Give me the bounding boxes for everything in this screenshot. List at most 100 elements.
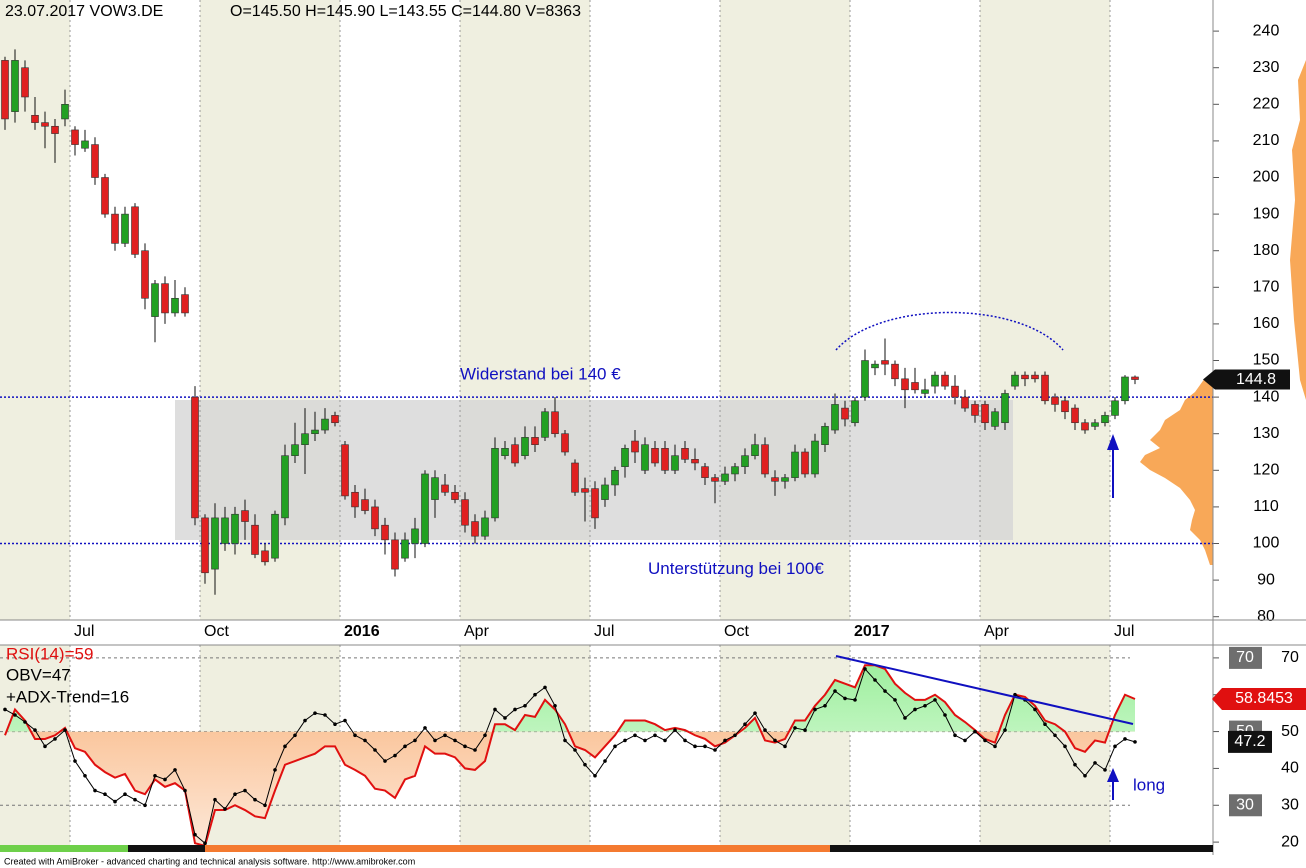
obv-dot xyxy=(863,667,867,671)
candle-body xyxy=(171,297,179,314)
y-tick-label: 90 xyxy=(1257,571,1275,588)
candle-body xyxy=(701,466,709,478)
candle-body xyxy=(11,60,19,112)
candle-body xyxy=(531,437,539,445)
obv-dot xyxy=(443,733,447,738)
candle-body xyxy=(231,513,239,544)
obv-dot xyxy=(223,807,227,811)
y-tick-label: 240 xyxy=(1253,22,1280,39)
candle-body xyxy=(611,470,619,486)
candle-body xyxy=(151,283,159,317)
candle-body xyxy=(211,517,219,570)
obv-dot xyxy=(283,744,287,749)
rsi-fill-down xyxy=(5,731,1135,846)
level-label: 70 xyxy=(1236,649,1254,666)
x-tick-label: Apr xyxy=(984,623,1010,640)
candle-body xyxy=(1,60,9,120)
candle-body xyxy=(791,451,799,478)
candle-body xyxy=(951,385,959,398)
candle-body xyxy=(681,448,689,460)
candle-body xyxy=(321,418,329,431)
obv-dot xyxy=(463,744,467,749)
candle-body xyxy=(391,539,399,570)
obv-dot xyxy=(953,733,957,738)
candle-body xyxy=(461,499,469,526)
obv-dot xyxy=(703,744,707,749)
obv-dot xyxy=(513,707,517,712)
obv-dot xyxy=(453,738,457,743)
obv-dot xyxy=(293,733,297,738)
y-tick-label: 30 xyxy=(1281,796,1299,813)
y-tick-label: 200 xyxy=(1253,169,1280,186)
candle-body xyxy=(101,177,109,215)
obv-dot xyxy=(763,728,767,732)
candle-body xyxy=(471,521,479,537)
ohlc-header: O=145.50 H=145.90 L=143.55 C=144.80 V=83… xyxy=(230,3,581,20)
legend-entry: OBV=47 xyxy=(6,665,71,684)
candle-body xyxy=(491,448,499,519)
value-tag: 58.8453 xyxy=(1235,690,1293,707)
candle-body xyxy=(1081,422,1089,431)
obv-dot xyxy=(1013,692,1017,697)
candle-body xyxy=(811,440,819,475)
candle-body xyxy=(21,67,29,98)
candle-body xyxy=(621,448,629,467)
candle-body xyxy=(421,473,429,544)
obv-dot xyxy=(363,738,367,743)
obv-dot xyxy=(3,707,7,712)
obv-dot xyxy=(803,728,807,732)
obv-dot xyxy=(153,773,157,778)
obv-dot xyxy=(183,788,187,793)
obv-dot xyxy=(1003,728,1007,732)
candle-body xyxy=(131,206,139,255)
obv-dot xyxy=(433,738,437,743)
value-tag: 47.2 xyxy=(1234,733,1265,750)
trend-line xyxy=(835,655,1134,725)
candle-body xyxy=(201,517,209,574)
candle-body xyxy=(881,360,889,365)
candle-body xyxy=(81,140,89,149)
candle-body xyxy=(1111,400,1119,416)
obv-dot xyxy=(653,733,657,738)
candle-body xyxy=(771,477,779,482)
level-box xyxy=(1229,794,1262,817)
obv-dot xyxy=(93,788,97,793)
candle-body xyxy=(41,122,49,127)
arrow-head xyxy=(1107,434,1119,450)
obv-dot xyxy=(393,753,397,758)
candle-body xyxy=(941,374,949,387)
obv-dot xyxy=(963,738,967,743)
obv-dot xyxy=(313,711,317,715)
obv-dot xyxy=(773,738,777,743)
obv-dot xyxy=(63,728,67,732)
candle-body xyxy=(591,488,599,519)
obv-dot xyxy=(883,689,887,693)
obv-dot xyxy=(273,768,277,772)
candle-body xyxy=(331,415,339,424)
candle-body xyxy=(711,477,719,482)
obv-dot xyxy=(993,744,997,749)
obv-dot xyxy=(193,832,197,837)
range-box xyxy=(175,400,1013,540)
volume-profile-axis xyxy=(1290,60,1306,400)
obv-dot xyxy=(853,698,857,702)
obv-dot xyxy=(133,797,137,802)
candle-body xyxy=(1031,374,1039,380)
obv-dot xyxy=(693,744,697,749)
obv-dot xyxy=(913,707,917,712)
obv-dot xyxy=(583,762,587,767)
y-tick-label: 130 xyxy=(1253,425,1280,442)
obv-dot xyxy=(723,738,727,743)
obv-dot xyxy=(263,803,267,808)
candle-body xyxy=(1041,374,1049,402)
chart-title: 23.07.2017 VOW3.DE xyxy=(5,3,163,20)
obv-dot xyxy=(633,733,637,738)
obv-dot xyxy=(503,716,507,720)
obv-dot xyxy=(473,748,477,752)
candle-body xyxy=(91,144,99,178)
candle-body xyxy=(351,491,359,508)
obv-dot xyxy=(563,738,567,743)
annotation: long xyxy=(1133,775,1165,794)
footer: Created with AmiBroker - advanced charti… xyxy=(4,856,415,866)
